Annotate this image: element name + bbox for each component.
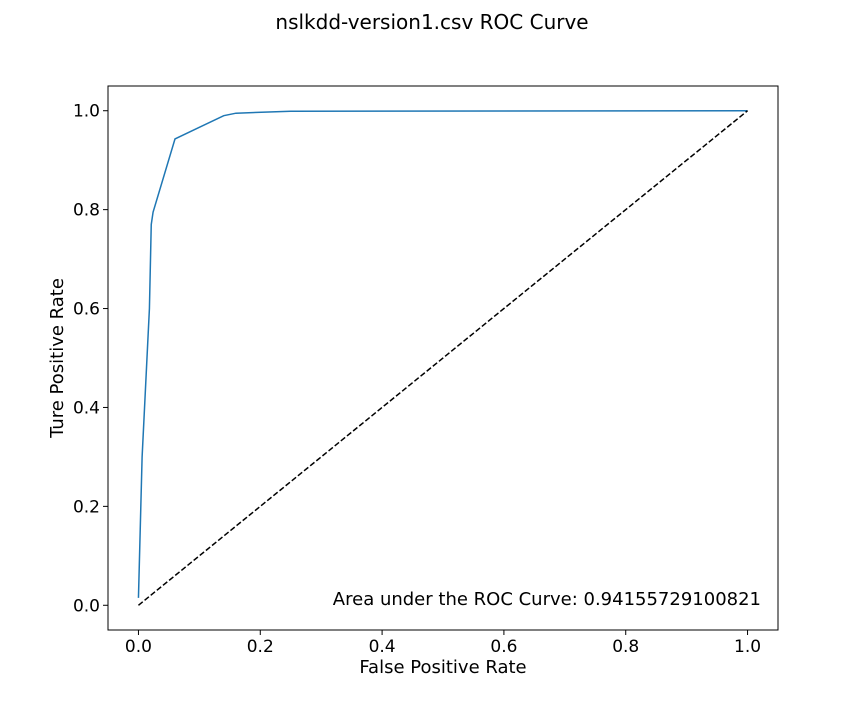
y-tick-label: 0.4 [73,398,100,418]
y-tick-label: 0.8 [73,201,100,221]
x-tick-label: 0.0 [125,637,152,657]
x-axis-ticks: 0.0 0.2 0.4 0.6 0.8 1.0 [125,630,761,657]
x-axis-label: False Positive Rate [359,657,526,678]
x-tick-label: 0.2 [247,637,274,657]
series-layer [137,109,749,606]
y-tick-label: 0.6 [73,300,100,320]
y-tick-label: 0.0 [73,596,100,616]
x-tick-label: 0.4 [369,637,396,657]
x-tick-label: 0.6 [490,637,517,657]
x-tick-label: 0.8 [612,637,639,657]
x-tick-label: 1.0 [734,637,761,657]
y-tick-label: 1.0 [73,102,100,122]
plot-frame [107,85,779,631]
roc-curve-line [137,109,748,598]
auc-annotation: Area under the ROC Curve: 0.941557291008… [333,589,761,610]
chance-diagonal-line [137,110,749,606]
y-axis-ticks: 0.0 0.2 0.4 0.6 0.8 1.0 [73,102,108,616]
chart-title: nslkdd-version1.csv ROC Curve [275,10,588,34]
y-tick-label: 0.2 [73,497,100,517]
plot-area: 0.0 0.2 0.4 0.6 0.8 1.0 0.0 0.2 0.4 0.6 0.8 1.0 Ar… [73,85,779,657]
y-axis-label: Ture Positive Rate [47,278,68,439]
